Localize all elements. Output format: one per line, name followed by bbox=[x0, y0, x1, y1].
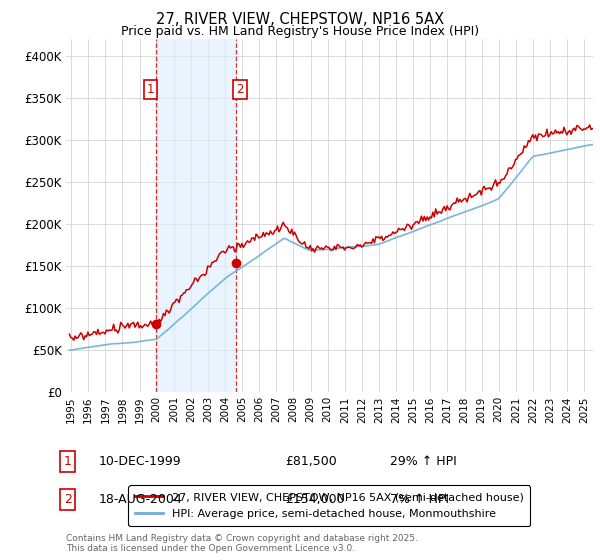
Legend: 27, RIVER VIEW, CHEPSTOW, NP16 5AX (semi-detached house), HPI: Average price, se: 27, RIVER VIEW, CHEPSTOW, NP16 5AX (semi… bbox=[128, 486, 530, 526]
Text: 10-DEC-1999: 10-DEC-1999 bbox=[99, 455, 182, 468]
Text: 7% ↑ HPI: 7% ↑ HPI bbox=[390, 493, 449, 506]
Text: 18-AUG-2004: 18-AUG-2004 bbox=[99, 493, 183, 506]
Text: 27, RIVER VIEW, CHEPSTOW, NP16 5AX: 27, RIVER VIEW, CHEPSTOW, NP16 5AX bbox=[156, 12, 444, 27]
Text: £81,500: £81,500 bbox=[285, 455, 337, 468]
Text: 2: 2 bbox=[64, 493, 72, 506]
Text: Contains HM Land Registry data © Crown copyright and database right 2025.
This d: Contains HM Land Registry data © Crown c… bbox=[66, 534, 418, 553]
Text: 1: 1 bbox=[64, 455, 72, 468]
Text: 2: 2 bbox=[236, 83, 244, 96]
Text: £154,000: £154,000 bbox=[285, 493, 344, 506]
Text: 1: 1 bbox=[147, 83, 154, 96]
Text: Price paid vs. HM Land Registry's House Price Index (HPI): Price paid vs. HM Land Registry's House … bbox=[121, 25, 479, 38]
Text: 29% ↑ HPI: 29% ↑ HPI bbox=[390, 455, 457, 468]
